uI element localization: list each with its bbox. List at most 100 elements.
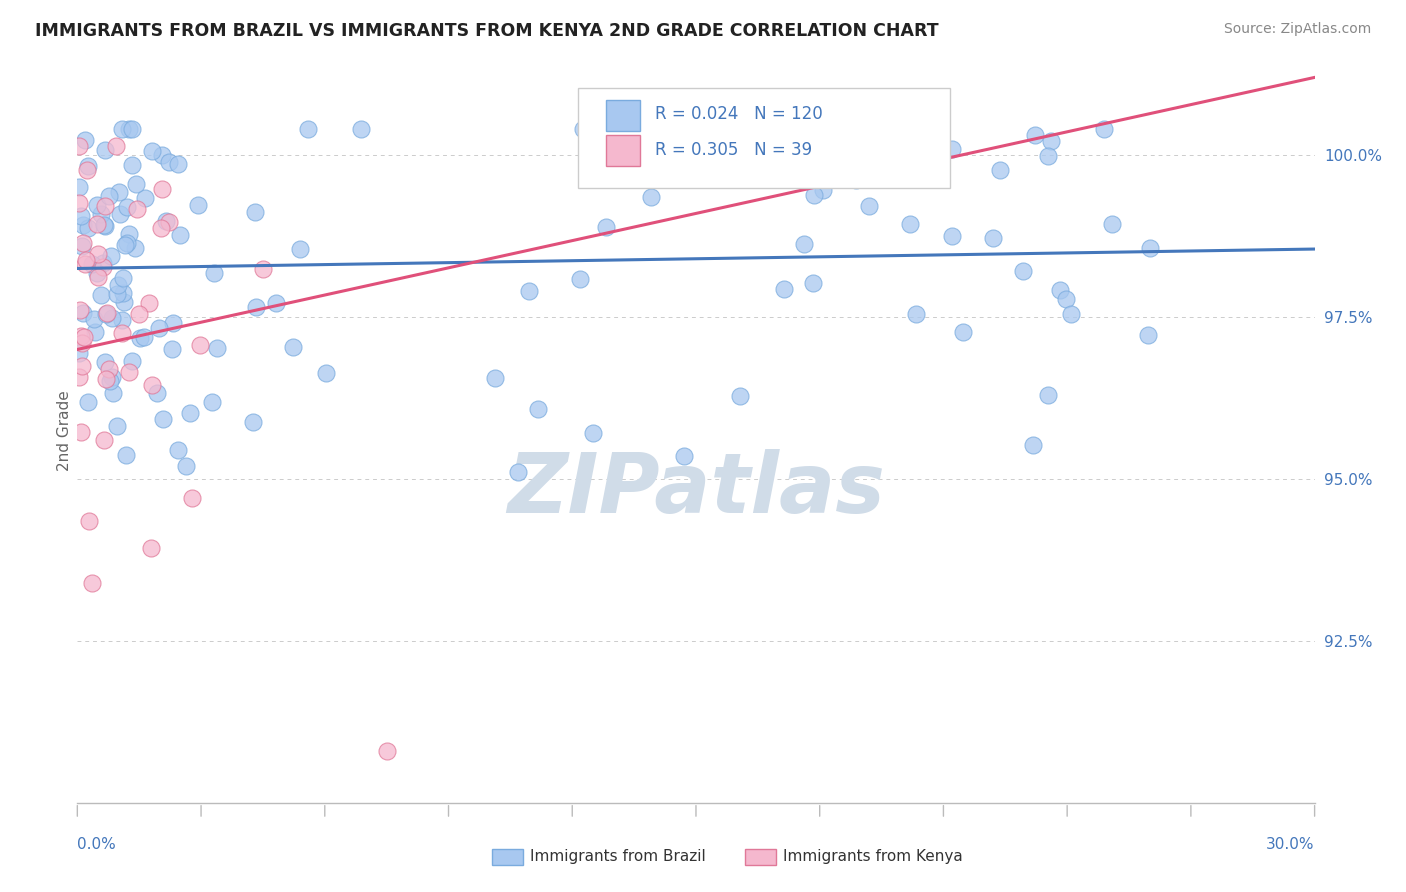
Point [67, 195, 90, 210]
Point [105, 419, 128, 434]
Point [793, 237, 815, 252]
Point [70, 359, 93, 373]
Point [114, 237, 136, 252]
Point [67, 369, 90, 384]
Point [93, 218, 115, 232]
Point [100, 249, 122, 263]
Point [813, 183, 835, 197]
Point [1059, 307, 1081, 321]
Point [1137, 328, 1160, 343]
Point [80, 575, 103, 590]
Point [773, 282, 796, 296]
Point [75, 253, 97, 268]
Point [141, 378, 163, 392]
Point [118, 227, 141, 241]
Point [72, 305, 94, 319]
Point [114, 448, 136, 462]
Text: IMMIGRANTS FROM BRAZIL VS IMMIGRANTS FROM KENYA 2ND GRADE CORRELATION CHART: IMMIGRANTS FROM BRAZIL VS IMMIGRANTS FRO… [35, 22, 939, 40]
Point [69, 302, 91, 317]
Point [167, 157, 190, 171]
Point [201, 395, 224, 409]
Point [207, 341, 229, 355]
Point [76, 162, 98, 177]
Point [150, 147, 173, 161]
Point [138, 296, 160, 310]
Point [96, 306, 118, 320]
Point [94, 143, 117, 157]
Text: 30.0%: 30.0% [1267, 837, 1315, 852]
Point [1038, 149, 1060, 163]
Point [112, 295, 135, 310]
FancyBboxPatch shape [606, 135, 640, 166]
Point [117, 235, 139, 250]
Point [640, 189, 662, 203]
Point [181, 491, 204, 505]
Point [188, 337, 211, 351]
Point [517, 284, 540, 298]
Point [76, 159, 98, 173]
Point [281, 340, 304, 354]
Point [150, 221, 173, 235]
Point [118, 365, 141, 379]
Point [1054, 292, 1077, 306]
Point [1012, 264, 1035, 278]
Point [288, 242, 311, 256]
Point [108, 207, 131, 221]
Point [90, 206, 112, 220]
Point [187, 198, 209, 212]
Point [93, 433, 115, 447]
Point [941, 228, 963, 243]
Point [67, 179, 90, 194]
Point [803, 187, 825, 202]
Point [124, 241, 146, 255]
Point [121, 354, 143, 368]
Point [728, 389, 751, 403]
Text: R = 0.305   N = 39: R = 0.305 N = 39 [655, 141, 813, 159]
Point [107, 186, 129, 200]
Point [508, 466, 530, 480]
Point [96, 308, 118, 322]
Point [94, 199, 117, 213]
Text: 0.0%: 0.0% [77, 837, 117, 852]
Point [1040, 134, 1063, 148]
Point [90, 287, 112, 301]
Point [77, 514, 100, 528]
Point [125, 177, 148, 191]
Point [150, 182, 173, 196]
FancyBboxPatch shape [606, 100, 640, 131]
Point [245, 205, 267, 219]
Point [169, 227, 191, 242]
Point [375, 744, 398, 758]
Point [70, 328, 93, 343]
Point [70, 335, 93, 350]
Point [83, 312, 105, 326]
Point [242, 415, 264, 429]
Point [72, 235, 94, 250]
Text: Source: ZipAtlas.com: Source: ZipAtlas.com [1223, 22, 1371, 37]
Point [166, 442, 188, 457]
Point [111, 122, 134, 136]
Point [105, 286, 128, 301]
Point [952, 325, 974, 339]
Point [134, 191, 156, 205]
Point [988, 162, 1011, 177]
Point [845, 172, 868, 186]
Point [87, 247, 110, 261]
Point [1101, 217, 1123, 231]
Point [179, 406, 201, 420]
Point [672, 449, 695, 463]
Text: Immigrants from Brazil: Immigrants from Brazil [530, 849, 706, 863]
Point [101, 369, 124, 384]
Point [73, 133, 96, 147]
Point [1022, 438, 1045, 452]
Point [129, 331, 152, 345]
Y-axis label: 2nd Grade: 2nd Grade [56, 390, 72, 471]
Point [115, 200, 138, 214]
Point [1024, 128, 1046, 143]
Point [86, 266, 108, 280]
Point [72, 239, 94, 253]
Point [118, 122, 141, 136]
Point [77, 395, 100, 409]
Point [245, 301, 267, 315]
Point [595, 220, 617, 235]
